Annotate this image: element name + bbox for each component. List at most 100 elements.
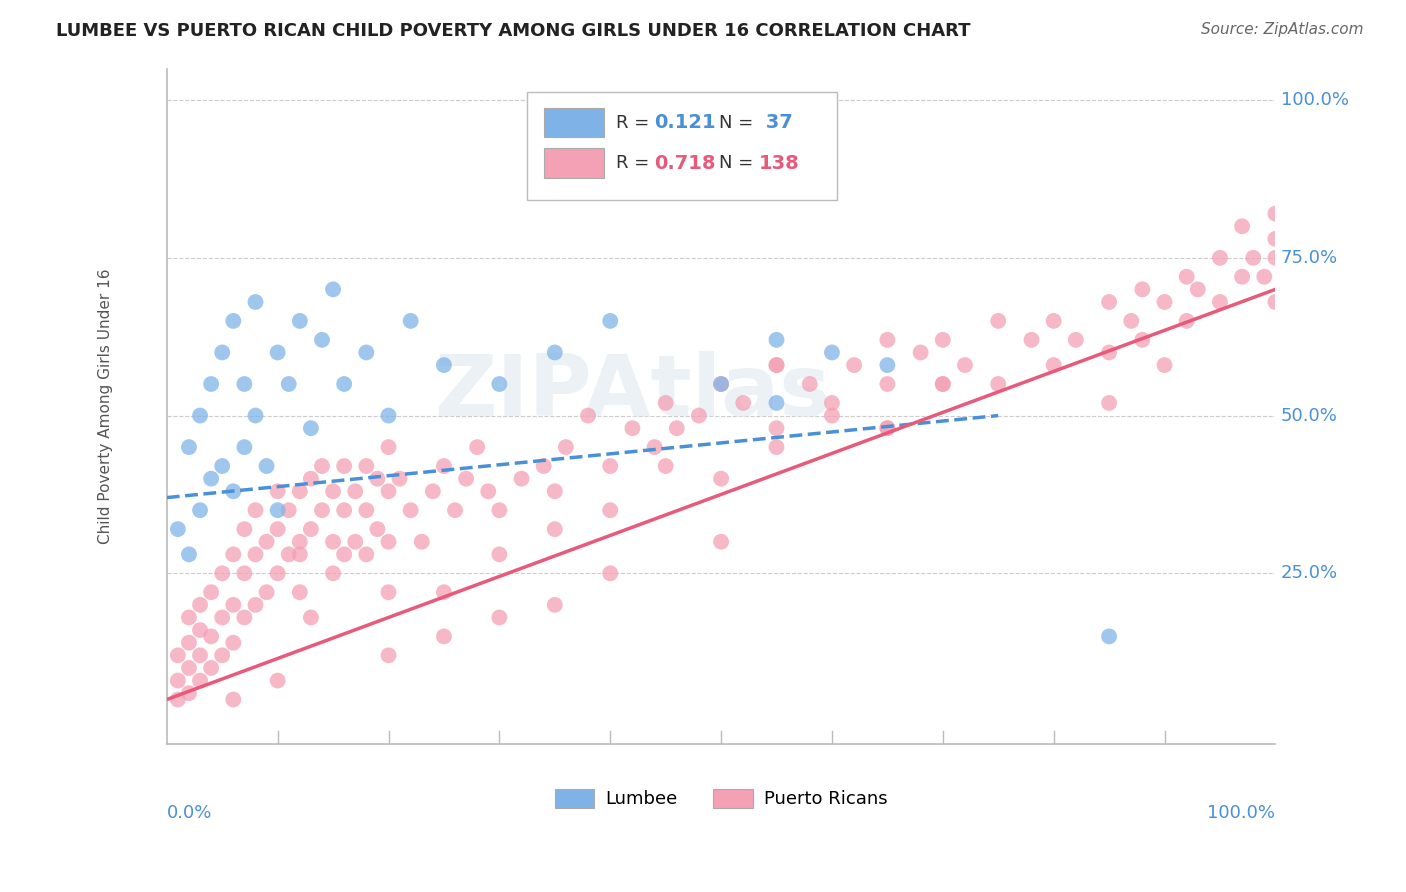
- Point: [465, 440, 488, 454]
- Point: [322, 282, 344, 296]
- Point: [256, 458, 278, 473]
- Point: [821, 409, 844, 423]
- Text: 138: 138: [759, 153, 800, 172]
- Text: R =: R =: [616, 154, 655, 172]
- Point: [222, 484, 245, 499]
- Point: [544, 345, 567, 359]
- Point: [299, 610, 322, 624]
- Text: 37: 37: [759, 113, 793, 132]
- Point: [554, 440, 576, 454]
- Point: [710, 377, 733, 392]
- FancyBboxPatch shape: [527, 92, 838, 200]
- Point: [233, 610, 256, 624]
- Point: [288, 547, 311, 561]
- Point: [266, 566, 288, 581]
- Point: [1264, 295, 1286, 310]
- Point: [222, 547, 245, 561]
- Point: [1130, 333, 1153, 347]
- Point: [245, 547, 267, 561]
- Point: [188, 503, 211, 517]
- Point: [222, 692, 245, 706]
- Point: [322, 484, 344, 499]
- Point: [233, 522, 256, 536]
- Point: [245, 295, 267, 310]
- Point: [1264, 232, 1286, 246]
- Point: [544, 484, 567, 499]
- Point: [344, 484, 367, 499]
- Point: [377, 585, 399, 599]
- Point: [1253, 269, 1275, 284]
- Point: [177, 610, 200, 624]
- Text: 50.0%: 50.0%: [1281, 407, 1337, 425]
- Point: [377, 534, 399, 549]
- Point: [1098, 396, 1121, 410]
- Point: [488, 610, 510, 624]
- Point: [245, 503, 267, 517]
- Point: [377, 440, 399, 454]
- Point: [245, 409, 267, 423]
- Point: [488, 377, 510, 392]
- Point: [177, 440, 200, 454]
- Text: 100.0%: 100.0%: [1281, 91, 1348, 109]
- Point: [1098, 629, 1121, 643]
- Point: [765, 421, 787, 435]
- Point: [188, 648, 211, 663]
- Text: 100.0%: 100.0%: [1208, 805, 1275, 822]
- Point: [211, 566, 233, 581]
- Point: [299, 472, 322, 486]
- Point: [211, 610, 233, 624]
- Point: [233, 566, 256, 581]
- Point: [599, 566, 621, 581]
- Point: [188, 623, 211, 637]
- Point: [222, 598, 245, 612]
- Point: [200, 661, 222, 675]
- Point: [266, 484, 288, 499]
- Text: N =: N =: [718, 154, 759, 172]
- Point: [322, 534, 344, 549]
- Point: [288, 585, 311, 599]
- Point: [288, 314, 311, 328]
- Point: [1187, 282, 1209, 296]
- Point: [266, 345, 288, 359]
- Point: [953, 358, 976, 372]
- Point: [256, 585, 278, 599]
- Text: ZIPAtlas: ZIPAtlas: [434, 351, 831, 434]
- Point: [1042, 358, 1064, 372]
- Point: [333, 503, 356, 517]
- Text: 0.0%: 0.0%: [167, 805, 212, 822]
- Point: [1209, 251, 1232, 265]
- Point: [333, 547, 356, 561]
- Point: [510, 472, 533, 486]
- Point: [356, 458, 378, 473]
- Text: 0.121: 0.121: [655, 113, 716, 132]
- Point: [366, 472, 388, 486]
- Point: [177, 636, 200, 650]
- Point: [1230, 219, 1253, 234]
- Point: [377, 484, 399, 499]
- Point: [910, 345, 932, 359]
- Point: [477, 484, 499, 499]
- Point: [987, 314, 1010, 328]
- Point: [765, 358, 787, 372]
- Point: [876, 377, 898, 392]
- Point: [876, 421, 898, 435]
- Point: [256, 534, 278, 549]
- Point: [233, 440, 256, 454]
- Point: [266, 522, 288, 536]
- Point: [765, 358, 787, 372]
- Point: [200, 585, 222, 599]
- Point: [932, 377, 955, 392]
- Point: [765, 333, 787, 347]
- Legend: Lumbee, Puerto Ricans: Lumbee, Puerto Ricans: [547, 781, 894, 815]
- Point: [488, 547, 510, 561]
- Point: [266, 673, 288, 688]
- Point: [433, 358, 456, 372]
- Point: [333, 377, 356, 392]
- Text: LUMBEE VS PUERTO RICAN CHILD POVERTY AMONG GIRLS UNDER 16 CORRELATION CHART: LUMBEE VS PUERTO RICAN CHILD POVERTY AMO…: [56, 22, 970, 40]
- Point: [1021, 333, 1043, 347]
- Point: [222, 636, 245, 650]
- Point: [1064, 333, 1087, 347]
- Point: [200, 472, 222, 486]
- Point: [311, 503, 333, 517]
- Point: [710, 534, 733, 549]
